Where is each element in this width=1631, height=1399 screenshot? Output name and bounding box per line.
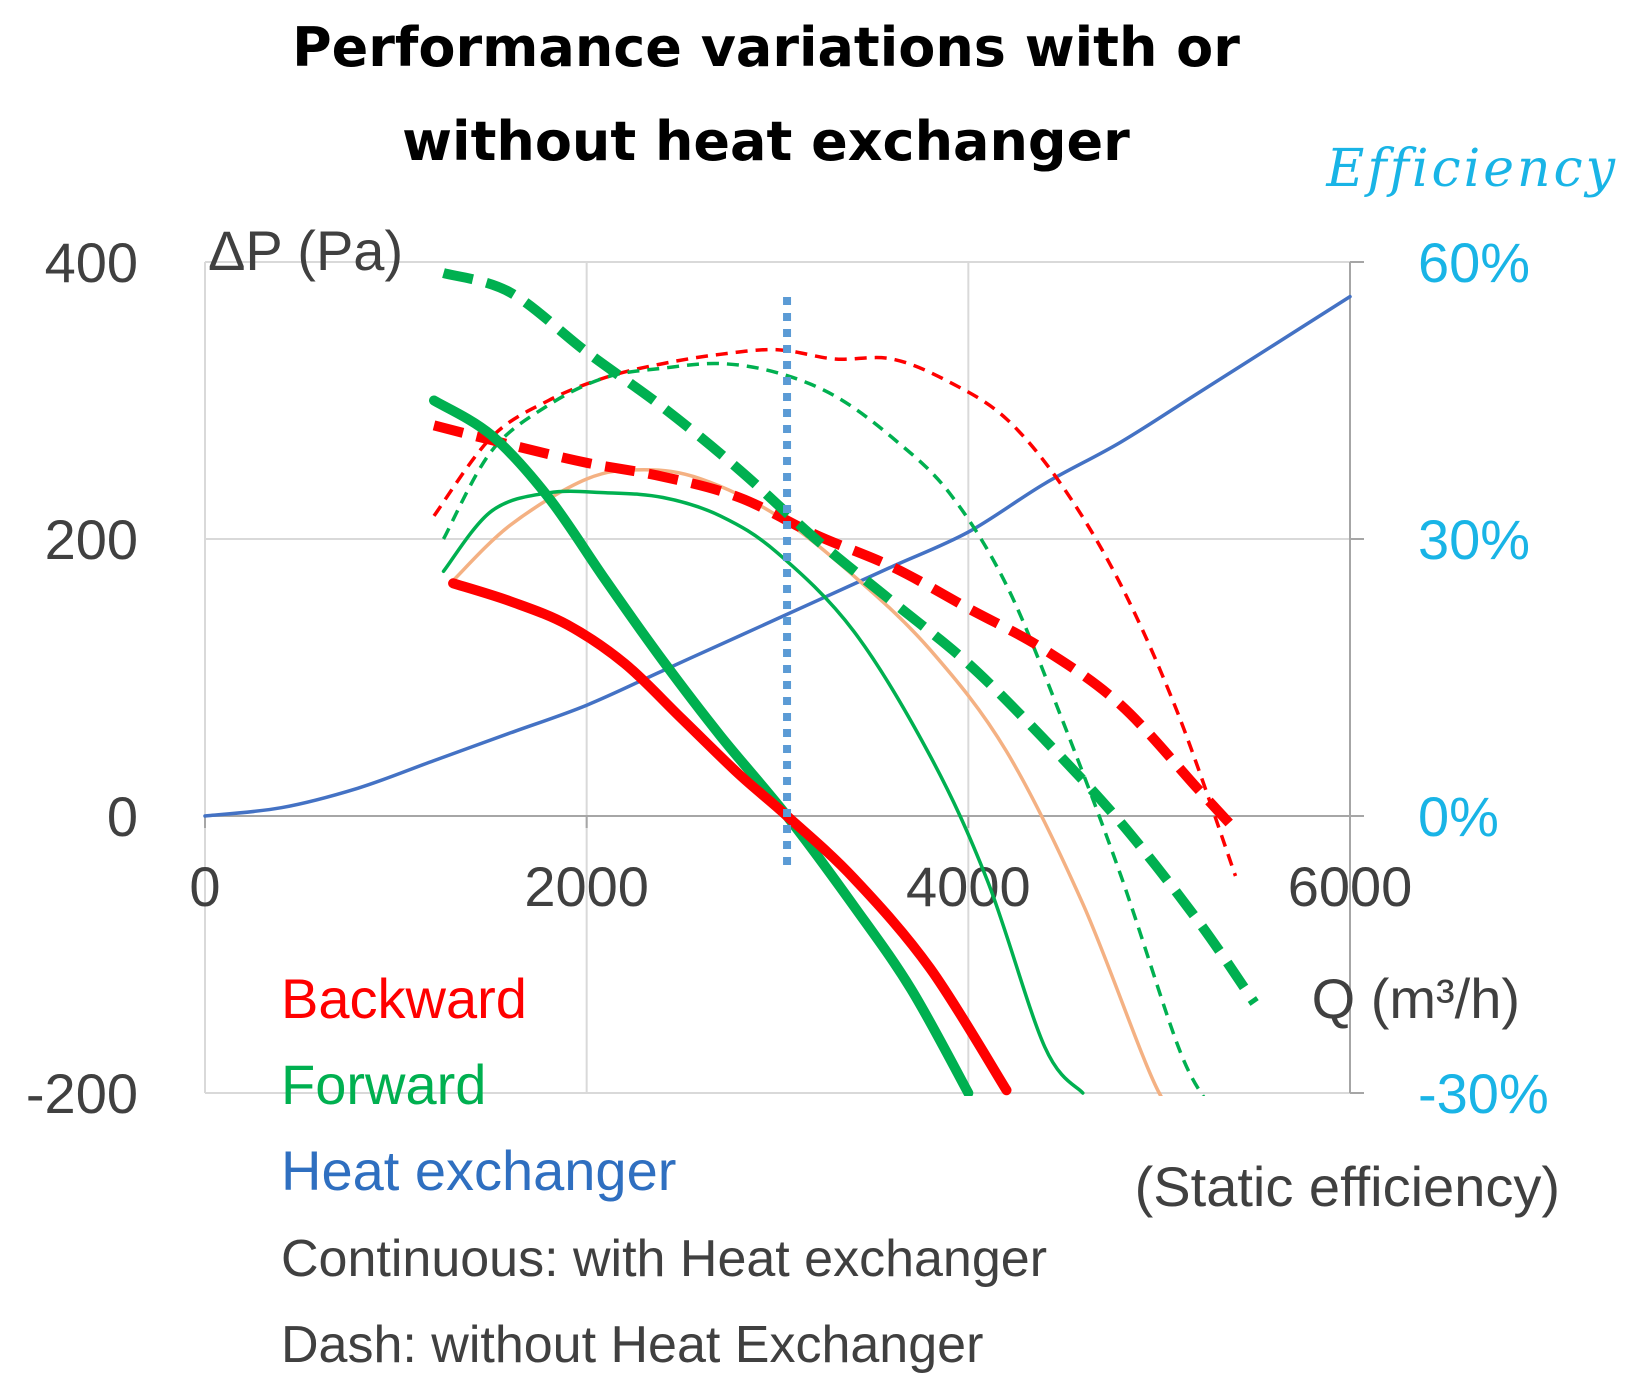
static-efficiency-note: (Static efficiency) — [1135, 1155, 1560, 1218]
legend-note-continuous: Continuous: with Heat exchanger — [281, 1230, 1047, 1288]
series-heat-exchanger-pressure — [203, 294, 1352, 818]
y2-tick-label-0: 60% — [1418, 231, 1530, 294]
y-tick-label-1: 200 — [45, 508, 138, 571]
x-tick-label-3: 6000 — [1288, 855, 1413, 918]
x-axis-title: Q (m³/h) — [1312, 967, 1520, 1030]
y-tick-label-3: -200 — [26, 1062, 138, 1125]
series-forward-efficiency-without-hx — [441, 361, 1206, 1096]
legend-backward: Backward — [281, 967, 527, 1030]
y2-tick-label-3: -30% — [1418, 1062, 1549, 1125]
legend-heat-exchanger: Heat exchanger — [281, 1139, 676, 1202]
y2-tick-label-2: 0% — [1418, 785, 1499, 848]
legend-forward: Forward — [281, 1053, 486, 1116]
series-backward-efficiency-with-hx — [451, 468, 1164, 1096]
x-tick-label-0: 0 — [189, 855, 220, 918]
series-forward-pressure-without-hx — [442, 268, 1259, 1006]
series-backward-efficiency-without-hx — [432, 347, 1238, 877]
data-series — [203, 268, 1352, 1096]
series-forward-pressure-with-hx — [429, 395, 974, 1096]
series-backward-pressure-without-hx — [432, 420, 1240, 834]
y-tick-label-2: 0 — [107, 785, 138, 848]
y2-tick-label-1: 30% — [1418, 508, 1530, 571]
y-tick-label-0: 400 — [45, 231, 138, 294]
efficiency-axis-title: Efficiency — [1325, 139, 1618, 199]
x-tick-label-2: 4000 — [906, 855, 1031, 918]
y-axis-title: ΔP (Pa) — [208, 219, 403, 282]
chart-title-line-2: without heat exchanger — [402, 110, 1130, 173]
series-backward-pressure-with-hx — [448, 578, 1012, 1096]
x-tick-label-1: 2000 — [524, 855, 649, 918]
axes — [204, 261, 1364, 1094]
legend-note-dash: Dash: without Heat Exchanger — [281, 1316, 983, 1374]
chart-title-line-1: Performance variations with or — [292, 16, 1240, 79]
